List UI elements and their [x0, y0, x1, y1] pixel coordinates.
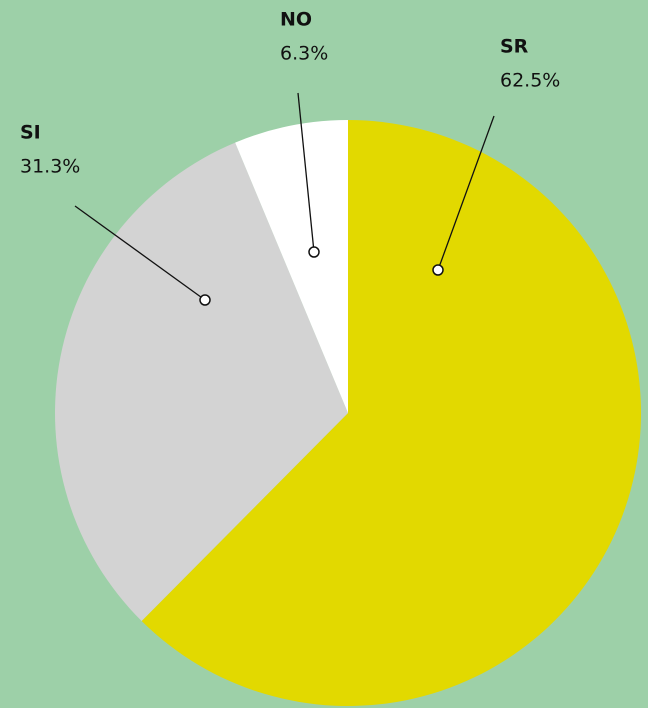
leader-line: [74, 205, 206, 301]
leader-dot: [432, 264, 444, 276]
slice-category: SI: [20, 122, 41, 144]
leader-line: [297, 92, 315, 253]
leader-dot: [199, 294, 211, 306]
leader-line: [437, 115, 495, 271]
slice-category: NO: [280, 9, 312, 31]
pie-slice: [55, 142, 348, 621]
slice-percent: 6.3%: [280, 43, 328, 65]
leader-dot: [308, 246, 320, 258]
pie-slice: [141, 120, 642, 706]
slice-category: SR: [500, 36, 529, 58]
slice-percent: 31.3%: [20, 156, 80, 178]
pie-slice: [235, 120, 348, 413]
slice-percent: 62.5%: [500, 70, 560, 92]
